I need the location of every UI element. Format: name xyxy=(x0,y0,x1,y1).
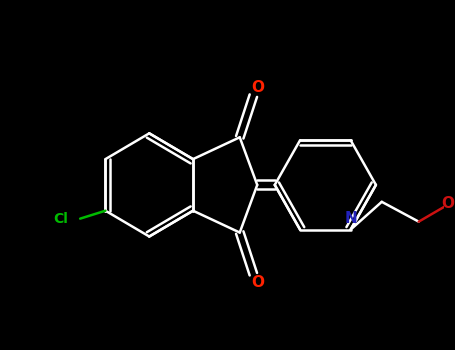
Text: O: O xyxy=(251,275,264,290)
Text: Cl: Cl xyxy=(54,212,68,226)
Text: N: N xyxy=(344,211,357,226)
Text: O: O xyxy=(441,196,455,211)
Text: O: O xyxy=(251,80,264,95)
